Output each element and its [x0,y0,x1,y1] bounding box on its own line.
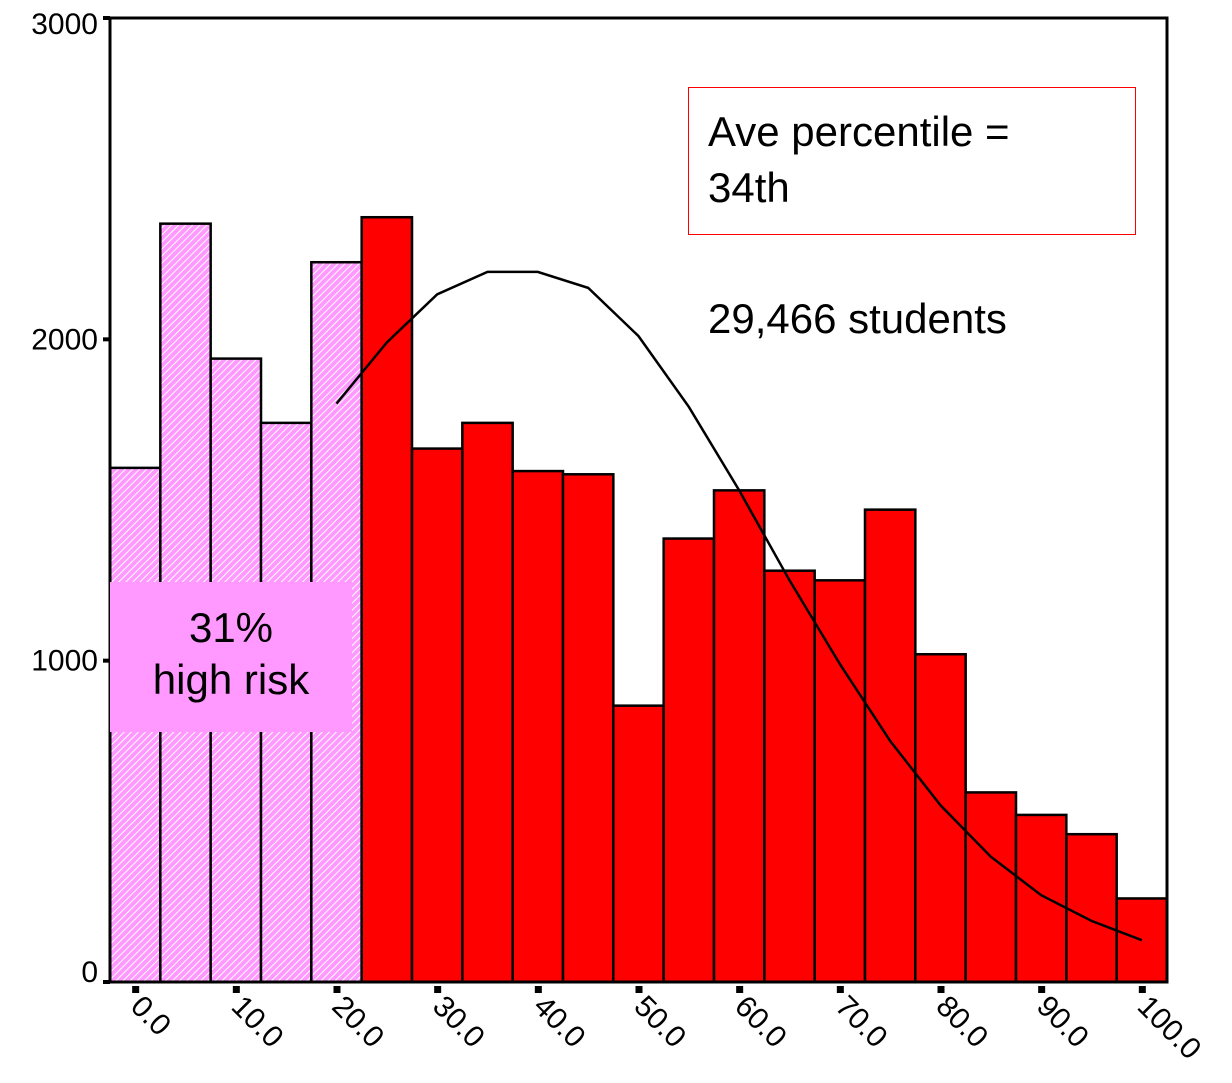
high-risk-label: 31% high risk [110,582,352,732]
y-tick-label: 2000 [31,323,98,356]
normal-curve [335,270,1143,942]
x-tick-label: 30.0 [426,990,491,1055]
x-tick-label: 20.0 [326,990,391,1055]
high-risk-text: high risk [152,656,310,703]
x-tick-mark [937,986,945,993]
plot-frame [108,16,1169,984]
x-tick-mark [1038,986,1046,993]
bar-95 [1065,832,1118,984]
bar-70 [813,579,867,984]
bar-40 [511,469,565,984]
high-risk-percent: 31% [188,604,274,651]
x-tick-mark [232,986,240,993]
x-tick-label: 90.0 [1030,990,1095,1055]
x-tick-label: 0.0 [124,990,177,1043]
x-tick-label: 50.0 [628,990,693,1055]
bar-85 [964,791,1018,984]
y-tick-label: 1000 [31,645,98,678]
x-tick-mark [434,986,442,993]
bar-80 [914,652,967,984]
x-tick-label: 70.0 [829,990,894,1055]
x-tick-mark [635,986,643,993]
average-percentile-line1: Ave percentile = [708,108,1010,155]
bar-60 [712,489,766,984]
axes-group [108,16,1169,984]
average-percentile-box [688,87,1136,235]
bar-55 [662,537,716,984]
bar-45 [561,473,615,984]
x-tick-mark [736,986,744,993]
x-tick-mark [132,986,140,993]
y-tick-label: 3000 [31,8,98,41]
bar-50 [612,704,665,984]
y-axis-ticks: 0 1000 2000 3000 [31,8,110,989]
y-tick-label: 0 [81,956,98,989]
bar-25 [360,215,414,984]
x-tick-mark [836,986,844,993]
x-tick-label: 40.0 [527,990,592,1055]
bar-90 [1014,813,1068,984]
bar-35 [461,421,514,984]
student-count-label: 29,466 students [708,295,1007,342]
average-percentile-text: Ave percentile = 34th [708,104,1010,216]
x-tick-mark [333,986,341,993]
bar-75 [863,508,917,984]
x-axis-ticks: 0.0 10.0 20.0 30.0 40.0 50.0 60.0 70.0 80.0 90.0 1… [124,986,1207,1066]
bar-100 [1115,897,1169,984]
x-tick-mark [534,986,542,993]
x-tick-label: 80.0 [930,990,995,1055]
bar-30 [410,447,464,984]
bar-65 [763,569,816,984]
x-tick-label: 10.0 [225,990,290,1055]
x-tick-label: 60.0 [728,990,793,1055]
x-tick-mark [1138,986,1146,993]
x-tick-label: 100.0 [1131,990,1207,1066]
average-percentile-line2: 34th [708,164,790,211]
